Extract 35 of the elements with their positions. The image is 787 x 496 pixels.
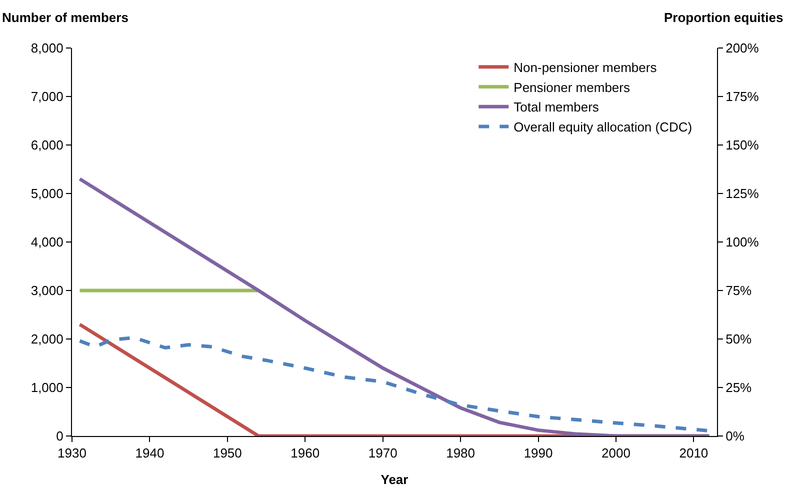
y-tick-label: 0	[56, 428, 64, 444]
y2-tick-label: 100%	[726, 234, 760, 250]
legend-label: Total members	[514, 100, 600, 115]
x-tick-label: 1960	[290, 446, 320, 461]
y-tick-label: 5,000	[30, 186, 64, 202]
x-tick-label: 1930	[58, 446, 86, 461]
x-tick-label: 1990	[524, 446, 553, 461]
y2-tick-label: 50%	[726, 332, 752, 347]
y-tick-label: 4,000	[30, 234, 64, 250]
y2-tick-label: 150%	[726, 138, 760, 153]
y2-tick-label: 125%	[726, 186, 760, 202]
x-tick-label: 1980	[446, 446, 476, 461]
y-tick-label: 7,000	[30, 89, 64, 104]
x-tick-label: 2000	[602, 446, 630, 461]
x-tick-label: 1970	[368, 446, 398, 461]
x-axis-title: Year	[380, 472, 408, 488]
y-tick-label: 3,000	[30, 283, 64, 298]
y-tick-label: 8,000	[30, 40, 64, 56]
y-axis-title: Number of members	[2, 10, 128, 25]
line-series	[78, 177, 711, 436]
y2-tick-label: 75%	[726, 283, 752, 298]
x-tick-label: 1940	[135, 446, 164, 461]
y-tick-label: 2,000	[30, 332, 64, 347]
y2-tick-label: 175%	[726, 89, 760, 104]
y2-tick-label: 0%	[726, 428, 745, 444]
y-tick-label: 6,000	[30, 138, 64, 153]
legend-label: Overall equity allocation (CDC)	[514, 120, 692, 135]
x-tick-label: 1950	[212, 446, 242, 461]
legend-label: Pensioner members	[514, 80, 630, 95]
y2-tick-label: 200%	[726, 40, 760, 56]
y-tick-label: 1,000	[30, 380, 64, 396]
x-tick-label: 2010	[679, 446, 708, 461]
y2-axis-title: Proportion equities	[664, 10, 784, 25]
legend-label: Non-pensioner members	[514, 60, 658, 75]
y2-tick-label: 25%	[726, 380, 752, 396]
